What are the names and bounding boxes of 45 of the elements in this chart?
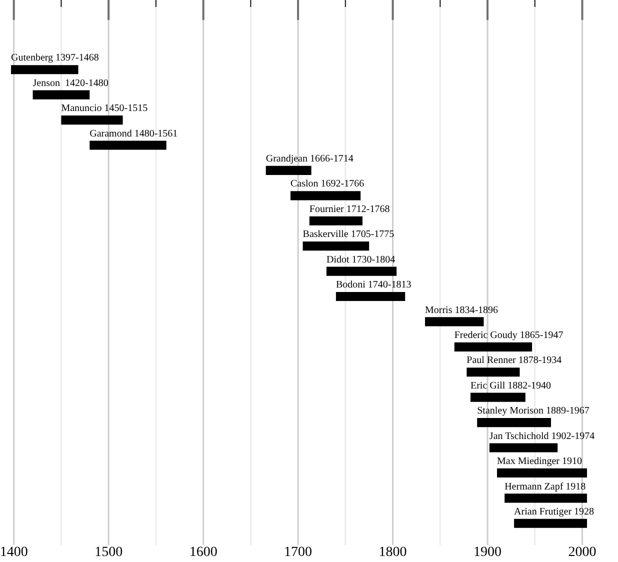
bar [454, 342, 532, 352]
bar [425, 317, 484, 326]
bar [489, 443, 558, 452]
y-tick-label: Caslon 1692-1766 [290, 178, 364, 190]
y-tick-label: Manuncio 1450-1515 [61, 103, 148, 114]
bar [497, 468, 587, 478]
x-tick-label: 1900 [474, 545, 502, 560]
y-tick-label: Stanley Morison 1889-1967 [477, 406, 590, 417]
x-tick-label: 1800 [378, 545, 407, 560]
x-tick-label: 1400 [0, 545, 28, 560]
bar [32, 90, 90, 100]
bar [90, 140, 166, 150]
y-tick-label: Gutenberg 1397-1468 [11, 52, 99, 64]
y-tick-label: Max Miedinger 1910 [497, 456, 582, 468]
y-tick-label: Frederic Goudy 1865-1947 [454, 330, 564, 342]
bar [11, 65, 78, 74]
bar [61, 115, 123, 125]
x-tick-label: 1600 [189, 545, 218, 560]
y-tick-label: Eric Gill 1882-1940 [470, 380, 552, 392]
y-tick-label: Morris 1834-1896 [425, 304, 498, 316]
bar [326, 266, 397, 276]
y-tick-label: Jenson 1420-1480 [32, 78, 108, 89]
bar [466, 368, 520, 377]
y-tick-label: Fournier 1712-1768 [309, 204, 390, 215]
y-tick-label: Baskerville 1705-1775 [302, 229, 394, 240]
x-tick-label: 1700 [284, 545, 312, 560]
bar [514, 518, 587, 528]
bar [477, 418, 551, 428]
bar [336, 292, 406, 302]
y-tick-label: Paul Renner 1878-1934 [466, 355, 562, 366]
bar [309, 216, 362, 226]
bar [290, 191, 361, 200]
y-tick-label: Garamond 1480-1561 [90, 128, 178, 140]
x-tick-label: 2000 [568, 545, 596, 560]
y-tick-label: Bodoni 1740-1813 [336, 280, 412, 291]
y-tick-label: Grandjean 1666-1714 [266, 154, 354, 165]
y-tick-label: Hermann Zapf 1918 [504, 481, 586, 492]
y-tick-label: Arian Frutiger 1928 [514, 506, 594, 518]
y-tick-label: Didot 1730-1804 [326, 254, 396, 266]
bar [504, 494, 587, 503]
x-tick-label: 1500 [94, 545, 123, 560]
bar [302, 242, 370, 251]
y-tick-label: Jan Tschichold 1902-1974 [489, 430, 595, 442]
bar [266, 166, 312, 175]
bar [470, 392, 526, 402]
